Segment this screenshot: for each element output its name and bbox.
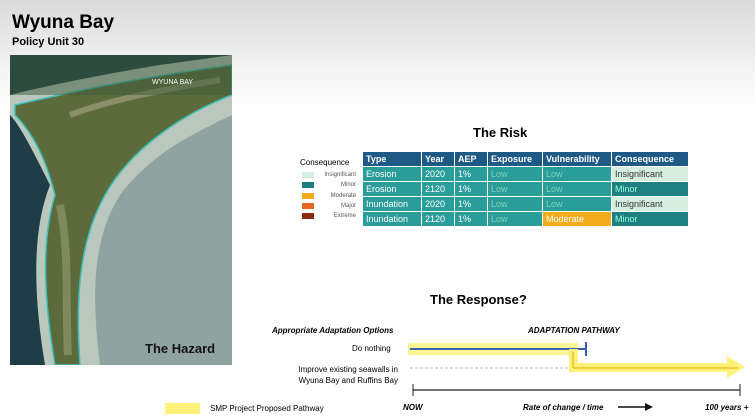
pathway-legend: SMP Project Proposed Pathway	[210, 404, 324, 413]
pathway-diagram	[0, 0, 755, 416]
slide: Wyuna Bay Policy Unit 30 WYUNA BAY The H…	[0, 0, 755, 416]
axis-start: NOW	[403, 403, 423, 412]
axis-end: 100 years +	[705, 403, 748, 412]
axis-middle: Rate of change / time	[523, 403, 603, 412]
